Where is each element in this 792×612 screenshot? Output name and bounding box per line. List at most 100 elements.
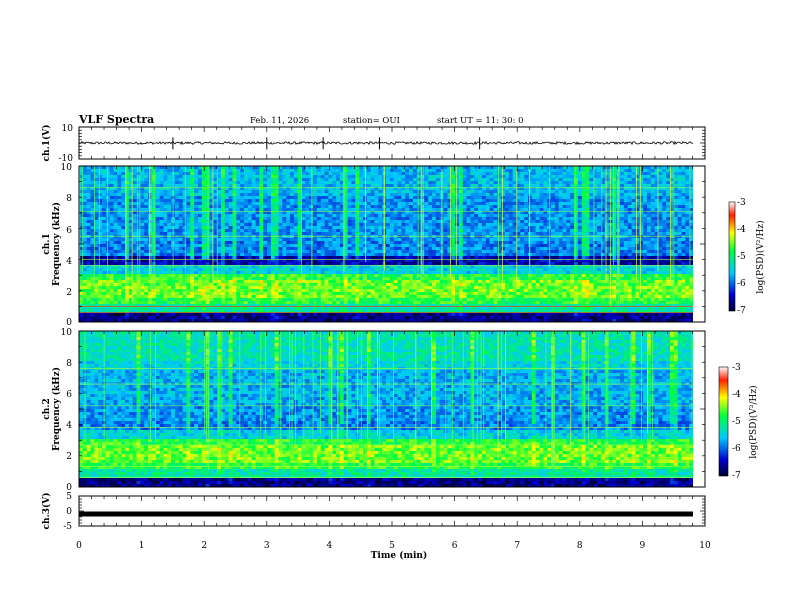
ch1-spec-cell — [274, 238, 279, 242]
ch1-spec-cell — [424, 295, 429, 299]
ch1-spec-cell — [178, 289, 183, 293]
ch1-spec-cell — [194, 211, 199, 215]
ch1-spec-cell — [148, 181, 153, 185]
ch1-spec-cell — [301, 217, 306, 221]
ch1-spec-cell — [163, 310, 168, 314]
ch1-spec-cell — [428, 277, 433, 281]
ch1-spec-cell — [278, 304, 283, 308]
ch1-spec-cell — [263, 301, 268, 305]
ch1-spec-cell — [374, 181, 379, 185]
ch1-spec-cell — [435, 289, 441, 293]
ch1-spec-cell — [178, 211, 183, 215]
ch1-spec-cell — [313, 241, 318, 245]
ch1-spec-cell — [336, 280, 341, 284]
ch1-spec-cell — [359, 172, 364, 176]
ch1-spec-cell — [393, 178, 398, 182]
ch1-spec-cell — [313, 301, 318, 305]
ch1-spec-cell — [359, 181, 364, 185]
ch1-spec-cell — [197, 166, 203, 170]
ch1-spec-cell — [125, 226, 130, 230]
ch1-spec-cell — [140, 229, 145, 233]
ch1-spec-cell — [117, 265, 122, 269]
ch1-spec-cell — [328, 277, 333, 281]
ch1-spec-cell — [412, 244, 417, 248]
ch1-spec-cell — [82, 199, 87, 203]
ch1-spec-cell — [435, 295, 441, 299]
ch1-spec-cell — [86, 223, 91, 227]
ch1-spec-cell — [405, 271, 410, 275]
ch1-spec-cell — [236, 250, 241, 254]
ch1-spec-cell — [382, 268, 387, 272]
ch1-spec-cell — [79, 166, 84, 170]
ch1-spec-cell — [301, 232, 306, 236]
ch1-spec-cell — [82, 223, 87, 227]
ch1-spec-cell — [320, 172, 325, 176]
ch1-spec-cell — [79, 193, 84, 197]
ch1-spec-cell — [197, 289, 203, 293]
ch1-spec-cell — [132, 211, 137, 215]
ch1-spec-cell — [278, 172, 283, 176]
ch1-spec-cell — [148, 289, 153, 293]
ch1-ytick-bottom: -10 — [59, 154, 74, 164]
ch1-spec-cell — [255, 268, 260, 272]
ch1-spec-cell — [378, 289, 383, 293]
ch1-spec-cell — [412, 193, 417, 197]
ch1-spec-cell — [343, 211, 348, 215]
ch1-spec-cell — [366, 199, 371, 203]
ch1-spec-cell — [159, 169, 164, 173]
ch1-spec-cell — [316, 247, 322, 251]
ch1-spec-cell — [286, 289, 291, 293]
ch1-spec-cell — [82, 232, 87, 236]
ch1-spec-cell — [343, 178, 348, 182]
ch1-spec-cell — [274, 229, 279, 233]
ch1-spec-cell — [224, 256, 229, 260]
ch1-spec-cell — [86, 220, 91, 224]
ch1-spec-cell — [274, 205, 279, 209]
ch1-spec-cell — [244, 178, 249, 182]
ch1-spec-cell — [197, 274, 203, 278]
ch1-spec-cell — [301, 307, 306, 311]
ch1-spec-cell — [428, 193, 433, 197]
ch1-spec-cell — [424, 277, 429, 281]
ch1-spec-cell — [94, 211, 99, 215]
ch1-spec-cell — [320, 280, 325, 284]
ch1-spec-cell — [270, 244, 276, 248]
ch1-spec-cell — [355, 196, 360, 200]
ch1-spec-cell — [389, 178, 394, 182]
ch1-spec-cell — [109, 202, 114, 206]
ch1-spec-cell — [128, 232, 134, 236]
ch1-spec-cell — [90, 211, 95, 215]
ch1-spec-cell — [389, 229, 394, 233]
ch1-spec-cell — [270, 229, 276, 233]
ch1-spec-cell — [382, 238, 387, 242]
ch1-spec-cell — [224, 235, 229, 239]
ch1-spec-cell — [228, 259, 233, 263]
ch1-spec-cell — [320, 256, 325, 260]
ch1-spec-cell — [190, 250, 195, 254]
ch1-spec-cell — [90, 295, 95, 299]
ch1-spec-cell — [374, 250, 379, 254]
ch1-spec-cell — [362, 238, 368, 242]
ch1-spec-cell — [305, 313, 310, 317]
ch1-spec-cell — [386, 238, 391, 242]
ch1-spec-cell — [205, 301, 210, 305]
ch1-spec-cell — [98, 247, 103, 251]
ch1-spec-cell — [351, 217, 356, 221]
ch1-spec-cell — [443, 274, 448, 278]
ch1-spec-cell — [309, 256, 314, 260]
ch1-spec-cell — [343, 214, 348, 218]
ch1-spec-cell — [128, 313, 134, 317]
ch1-spec-cell — [186, 277, 191, 281]
ch1-spec-cell — [267, 316, 272, 320]
ch1-spec-cell — [140, 304, 145, 308]
ch1-spec-cell — [374, 217, 379, 221]
ch1-spec-cell — [416, 274, 421, 278]
ch1-spec-cell — [144, 196, 149, 200]
ch1-spec-cell — [132, 286, 137, 290]
ch1-spec-cell — [301, 169, 306, 173]
ch1-spec-cell — [293, 253, 299, 257]
ch1-spec-cell — [355, 271, 360, 275]
ch1-spec-cell — [167, 199, 172, 203]
ch1-spec-cell — [86, 310, 91, 314]
ch1-spec-cell — [244, 319, 249, 323]
